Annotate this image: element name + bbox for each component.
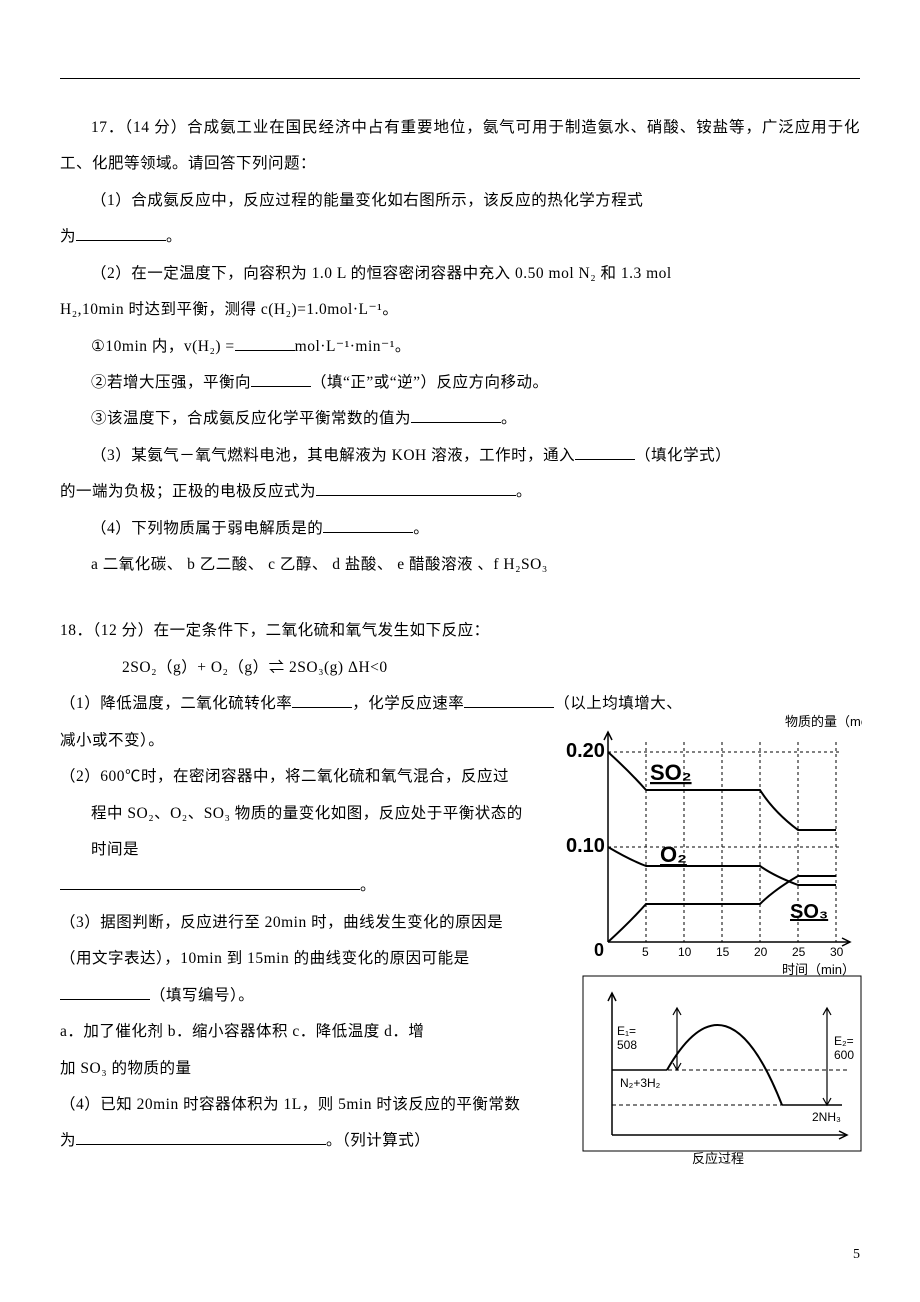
t: mol·L⁻¹·min⁻¹。 [295,338,411,355]
t: 的一端为负极；正极的电极反应式为 [60,483,316,500]
t: （3）某氨气－氧气燃料电池，其电解液为 KOH 溶液，工作时，通入 [91,447,575,464]
q17-1-line2: 为。 [60,219,860,255]
t: ②若增大压强，平衡向 [91,374,251,391]
mol-time-chart: 物质的量（mol） 0.20 0.10 [560,712,862,996]
t: （1）降低温度，二氧化硫转化率 [60,695,292,712]
ytick: 0.20 [566,740,605,762]
blank [76,225,166,242]
t: 。（列计算式） [326,1132,430,1149]
energy-xlabel: 反应过程 [692,1151,744,1165]
blank [292,692,352,709]
e2-val: 600 [834,1048,854,1062]
t: 。 [413,520,429,537]
q17-4: （4）下列物质属于弱电解质是的 。 [60,511,860,547]
e2-label: E₂= [834,1034,854,1048]
t: （以上均填增大、 [554,695,682,712]
blank [575,443,635,460]
blank [464,692,554,709]
ytick: 0.10 [566,835,605,857]
xtick: 15 [716,945,730,959]
xtick: 20 [754,945,768,959]
q18-3c: （填写编号）。 [60,978,560,1014]
q17-stem: 17．（14 分）合成氨工业在国民经济中占有重要地位，氨气可用于制造氨水、硝酸、… [60,110,860,183]
q17-2-3: ③该温度下，合成氨反应化学平衡常数的值为 。 [60,401,860,437]
q17-2-2: ②若增大压强，平衡向 （填“正”或“逆”）反应方向移动。 [60,365,860,401]
q18-2c: 时间是 [60,832,560,868]
blank [323,516,413,533]
q18-3a: （3）据图判断，反应进行至 20min 时，曲线发生变化的原因是 [60,905,560,941]
q18-3-options: a．加了催化剂 b．缩小容器体积 c．降低温度 d．增 [60,1014,560,1050]
reactant-label: N₂+3H₂ [620,1076,661,1090]
q17-3-line1: （3）某氨气－氧气燃料电池，其电解液为 KOH 溶液，工作时，通入 （填化学式） [60,438,860,474]
q17-2-line1: （2）在一定温度下，向容积为 1.0 L 的恒容密闭容器中充入 0.50 mol… [60,256,860,292]
q17-1-line1: （1）合成氨反应中，反应过程的能量变化如右图所示，该反应的热化学方程式 [60,183,860,219]
document-page: 17．（14 分）合成氨工业在国民经济中占有重要地位，氨气可用于制造氨水、硝酸、… [0,0,920,1302]
chart-svg: 物质的量（mol） 0.20 0.10 [560,712,862,982]
q17-2-line2: H₂,10min 时达到平衡，测得 c(H₂)=1.0mol·L⁻¹。 [60,292,860,328]
t: （填“正”或“逆”）反应方向移动。 [311,374,549,391]
t: ③该温度下，合成氨反应化学平衡常数的值为 [91,410,411,427]
energy-svg: E₁= 508 E₂= 600 N₂+3H₂ 2NH₃ 反应过程 [582,975,862,1165]
page-number: 5 [853,1239,860,1272]
xtick: 25 [792,945,806,959]
xtick: 10 [678,945,692,959]
product-label: 2NH₃ [812,1110,841,1124]
t: ，化学反应速率 [352,695,464,712]
t: （4）下列物质属于弱电解质是的 [91,520,323,537]
blank [60,874,360,891]
q18-eq: 2SO₂（g）+ O₂（g）⇌ 2SO₃(g) ΔH<0 [60,650,860,686]
q17-1b: 为 [60,228,76,245]
energy-diagram: E₁= 508 E₂= 600 N₂+3H₂ 2NH₃ 反应过程 [582,975,862,1179]
q17-4-options: a 二氧化碳、 b 乙二酸、 c 乙醇、 d 盐酸、 e 醋酸溶液 、f H₂S… [60,547,860,583]
q17-1c: 。 [166,228,182,245]
q18-2d: 。 [60,868,560,904]
q18-4b: 为 。（列计算式） [60,1123,560,1159]
ytick: 0 [594,940,604,960]
t: 。 [516,483,532,500]
t: 。 [360,877,376,894]
e1-label: E₁= [617,1024,636,1038]
blank [76,1129,326,1146]
blank [251,370,311,387]
top-rule [60,78,860,79]
e1-val: 508 [617,1038,637,1052]
t: ①10min 内，v(H₂) = [91,338,235,355]
blank [60,983,150,1000]
q18-2b: 程中 SO₂、O₂、SO₃ 物质的量变化如图，反应处于平衡状态的 [60,796,560,832]
q17-3-line2: 的一端为负极；正极的电极反应式为 。 [60,474,860,510]
blank [411,407,501,424]
xtick: 30 [830,945,844,959]
q18-stem: 18．（12 分）在一定条件下，二氧化硫和氧气发生如下反应： [60,613,860,649]
t: 。 [501,410,517,427]
q18-3b: （用文字表达），10min 到 15min 的曲线变化的原因可能是 [60,941,560,977]
series-label: SO₂ [650,760,692,785]
q18-3-options2: 加 SO₃ 的物质的量 [60,1051,560,1087]
series-label: O₂ [660,842,687,867]
q18-4a: （4）已知 20min 时容器体积为 1L，则 5min 时该反应的平衡常数 [60,1087,560,1123]
t: （填写编号）。 [150,987,254,1004]
q18-2a: （2）600℃时，在密闭容器中，将二氧化硫和氧气混合，反应过 [60,759,560,795]
t: （填化学式） [635,447,731,464]
chart-ylabel: 物质的量（mol） [785,714,862,729]
series-label: SO₃ [790,901,828,923]
xtick: 5 [642,945,649,959]
blank [235,334,295,351]
q17-2-1: ①10min 内，v(H₂) = mol·L⁻¹·min⁻¹。 [60,329,860,365]
blank [316,480,516,497]
t: 为 [60,1132,76,1149]
